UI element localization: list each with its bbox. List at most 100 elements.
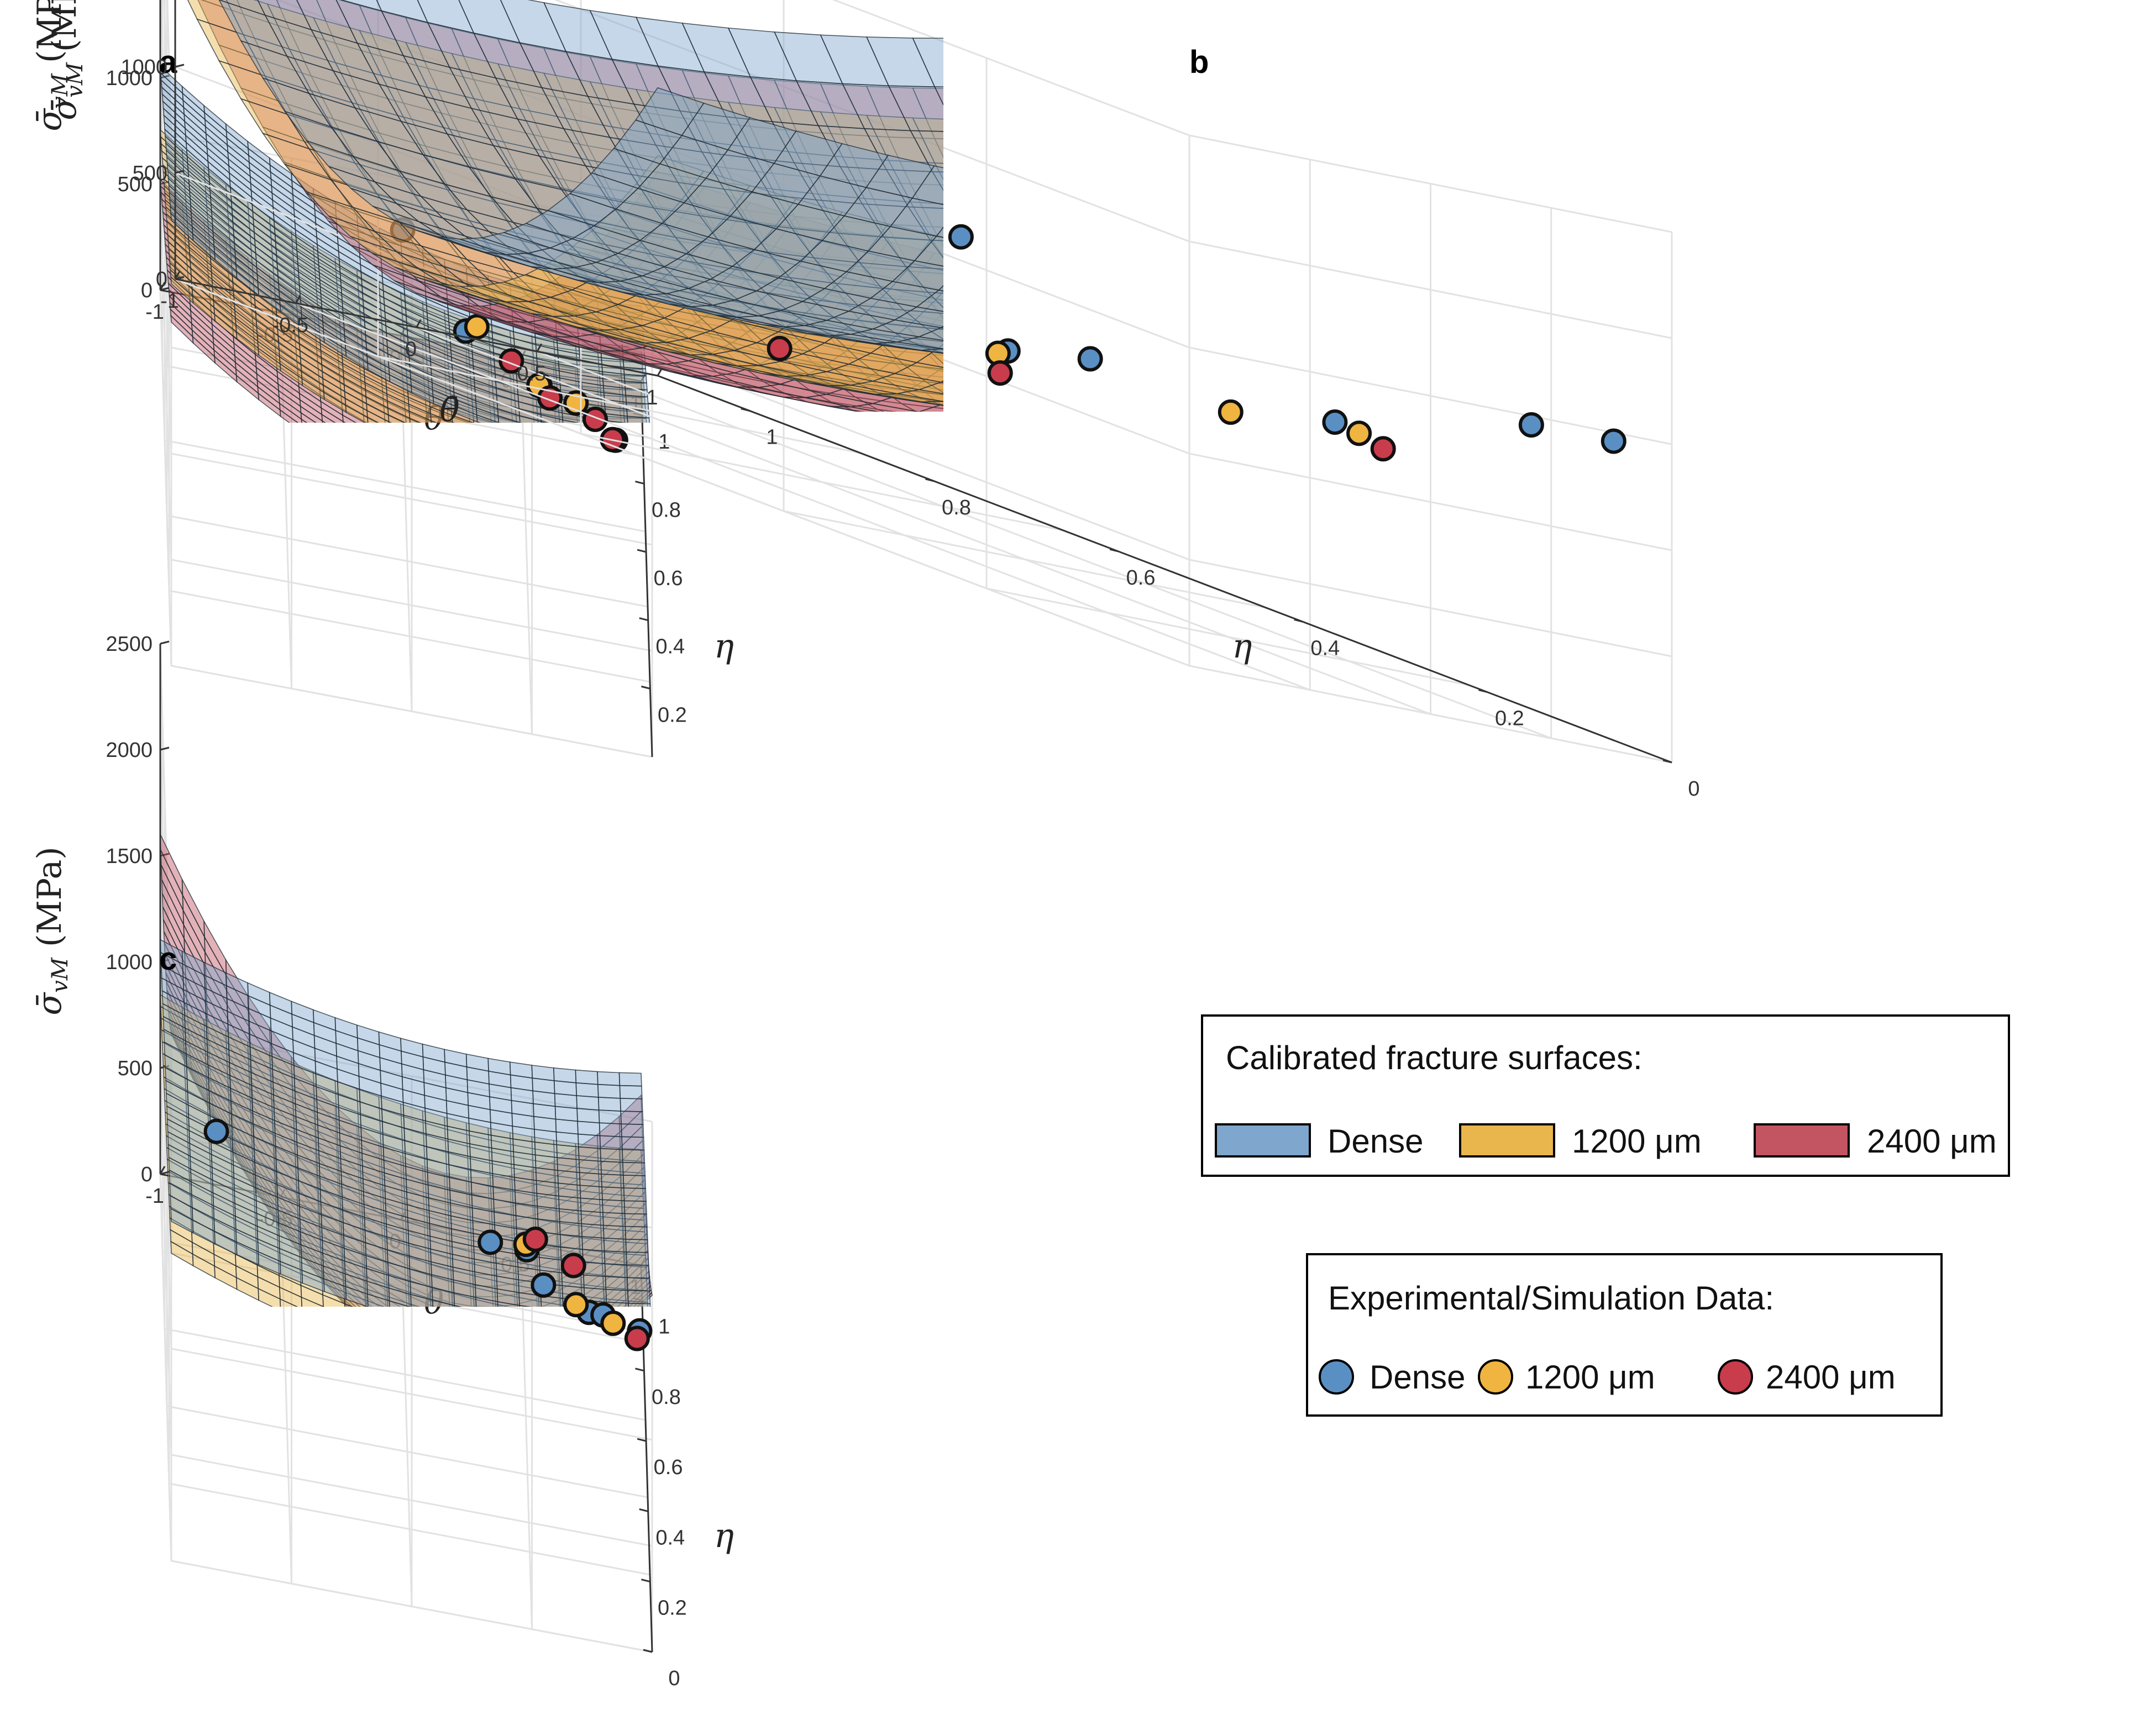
sigma-axis-title: σ̄vM (MPa) bbox=[30, 0, 73, 131]
eta-tick-label: 0.4 bbox=[655, 635, 685, 659]
sigma-tick-label: 2000 bbox=[106, 739, 153, 762]
surface-patch bbox=[600, 1148, 623, 1163]
eta-tick-label: 0.6 bbox=[654, 1456, 683, 1479]
data-point bbox=[1218, 399, 1243, 425]
data-point bbox=[560, 1253, 586, 1279]
surface-patch bbox=[578, 1133, 601, 1149]
surface-patch bbox=[578, 1159, 602, 1175]
data-point bbox=[464, 314, 490, 340]
surface-patch bbox=[583, 1261, 606, 1277]
grid-line bbox=[783, 510, 1267, 609]
eta-axis-title: η bbox=[714, 627, 734, 666]
surface-patch bbox=[597, 1083, 621, 1099]
theta-tick-mark bbox=[400, 327, 406, 336]
grid-line bbox=[166, 514, 648, 608]
data-point bbox=[1346, 420, 1372, 446]
theta-tick-label: 1 bbox=[646, 386, 658, 409]
eta-tick-mark bbox=[637, 549, 647, 553]
sigma-tick-label: 2500 bbox=[106, 633, 153, 656]
data-point bbox=[1601, 428, 1626, 454]
theta-tick-mark bbox=[295, 295, 301, 304]
legend-point-label-1200: 1200 μm bbox=[1525, 1359, 1655, 1396]
sigma-axis-title: σ̄vM (MPa) bbox=[45, 0, 88, 120]
eta-axis-line bbox=[640, 381, 653, 757]
grid-line bbox=[164, 439, 646, 533]
sigma-tick-mark bbox=[175, 170, 185, 174]
surface-patch bbox=[626, 1264, 650, 1279]
eta-tick-label: 0 bbox=[668, 1667, 680, 1690]
theta-tick-mark bbox=[536, 343, 543, 352]
legend-swatch-1200 bbox=[1459, 1123, 1555, 1158]
theta-tick-label: 0.5 bbox=[517, 362, 546, 385]
legend-surfaces: Calibrated fracture surfaces: Dense 1200… bbox=[1201, 1014, 2010, 1177]
data-point bbox=[1322, 409, 1348, 435]
sigma-tick-label: 1000 bbox=[106, 67, 153, 90]
surface-patch bbox=[621, 1136, 645, 1151]
surface-patch bbox=[597, 1071, 621, 1086]
grid-line bbox=[169, 590, 650, 683]
legend-points: Experimental/Simulation Data: Dense 1200… bbox=[1306, 1253, 1943, 1417]
eta-tick-mark bbox=[641, 685, 650, 690]
eta-tick-mark bbox=[1478, 689, 1488, 693]
surface-patch bbox=[603, 1238, 627, 1253]
surface-patch bbox=[901, 403, 943, 412]
data-point bbox=[1370, 436, 1396, 462]
eta-tick-label: 0.8 bbox=[942, 496, 971, 519]
surface-patch bbox=[601, 1186, 625, 1202]
surface-patch bbox=[619, 1085, 643, 1100]
panel-b-chart: 05001000150020002500-1-0.500.5110.80.60.… bbox=[45, 0, 1700, 801]
surface-patch bbox=[599, 1135, 623, 1150]
surface-patch bbox=[604, 1250, 627, 1266]
surface-patch bbox=[622, 1175, 647, 1189]
theta-tick-label: -1 bbox=[160, 290, 179, 313]
sigma-tick-mark bbox=[160, 287, 170, 291]
axes: 05001000150020002500-1-0.500.5110.80.60.… bbox=[45, 0, 1700, 801]
surface-patch bbox=[620, 1098, 643, 1112]
surface-patch bbox=[602, 1199, 626, 1214]
data-point bbox=[948, 224, 974, 250]
eta-tick-mark bbox=[925, 478, 935, 482]
surface-patch bbox=[623, 1187, 647, 1202]
theta-tick-mark bbox=[174, 271, 181, 280]
surface-patch bbox=[599, 1122, 622, 1138]
sigma-tick-label: 0 bbox=[141, 1163, 153, 1186]
surface-patch bbox=[623, 1200, 647, 1215]
data-point bbox=[767, 335, 793, 361]
eta-tick-label: 0.4 bbox=[655, 1526, 685, 1549]
surface-patch bbox=[622, 1149, 646, 1164]
theta-tick-label: 0 bbox=[405, 338, 417, 361]
legend-surface-label-1200: 1200 μm bbox=[1572, 1123, 1702, 1160]
surface-patch bbox=[553, 1067, 577, 1083]
surface-patch bbox=[581, 1223, 605, 1239]
surface-patch bbox=[627, 1290, 651, 1304]
legend-point-label-dense: Dense bbox=[1370, 1359, 1465, 1396]
surface-patch bbox=[602, 1212, 626, 1227]
surface-patch bbox=[621, 1123, 644, 1138]
surface-patch bbox=[580, 1197, 604, 1213]
sigma-tick-mark bbox=[175, 64, 185, 68]
surface-patch bbox=[581, 1236, 605, 1251]
eta-tick-label: 0.6 bbox=[1126, 566, 1156, 590]
surface-patch bbox=[576, 1095, 600, 1111]
legend-surface-label-2400: 2400 μm bbox=[1867, 1123, 1997, 1160]
grid-line bbox=[537, 350, 1552, 739]
surface-patch bbox=[625, 1238, 649, 1253]
surface-patch bbox=[582, 1249, 606, 1265]
eta-tick-mark bbox=[639, 617, 649, 622]
surface-patch bbox=[600, 1160, 624, 1176]
grid-line bbox=[400, 335, 413, 712]
eta-tick-mark bbox=[1294, 618, 1304, 623]
surface-dense bbox=[160, 65, 650, 423]
data-point bbox=[478, 1229, 503, 1255]
data-point bbox=[203, 1118, 229, 1144]
theta-tick-label: -0.5 bbox=[272, 314, 308, 337]
legend-marker-dense bbox=[1319, 1359, 1354, 1395]
surface-patch bbox=[583, 1274, 607, 1290]
grid-line bbox=[416, 327, 1431, 715]
data-point bbox=[522, 1227, 548, 1253]
data-point bbox=[563, 1292, 589, 1318]
legend-swatch-dense bbox=[1215, 1123, 1311, 1158]
eta-tick-label: 1 bbox=[658, 430, 670, 454]
legend-surface-label-dense: Dense bbox=[1328, 1123, 1423, 1160]
